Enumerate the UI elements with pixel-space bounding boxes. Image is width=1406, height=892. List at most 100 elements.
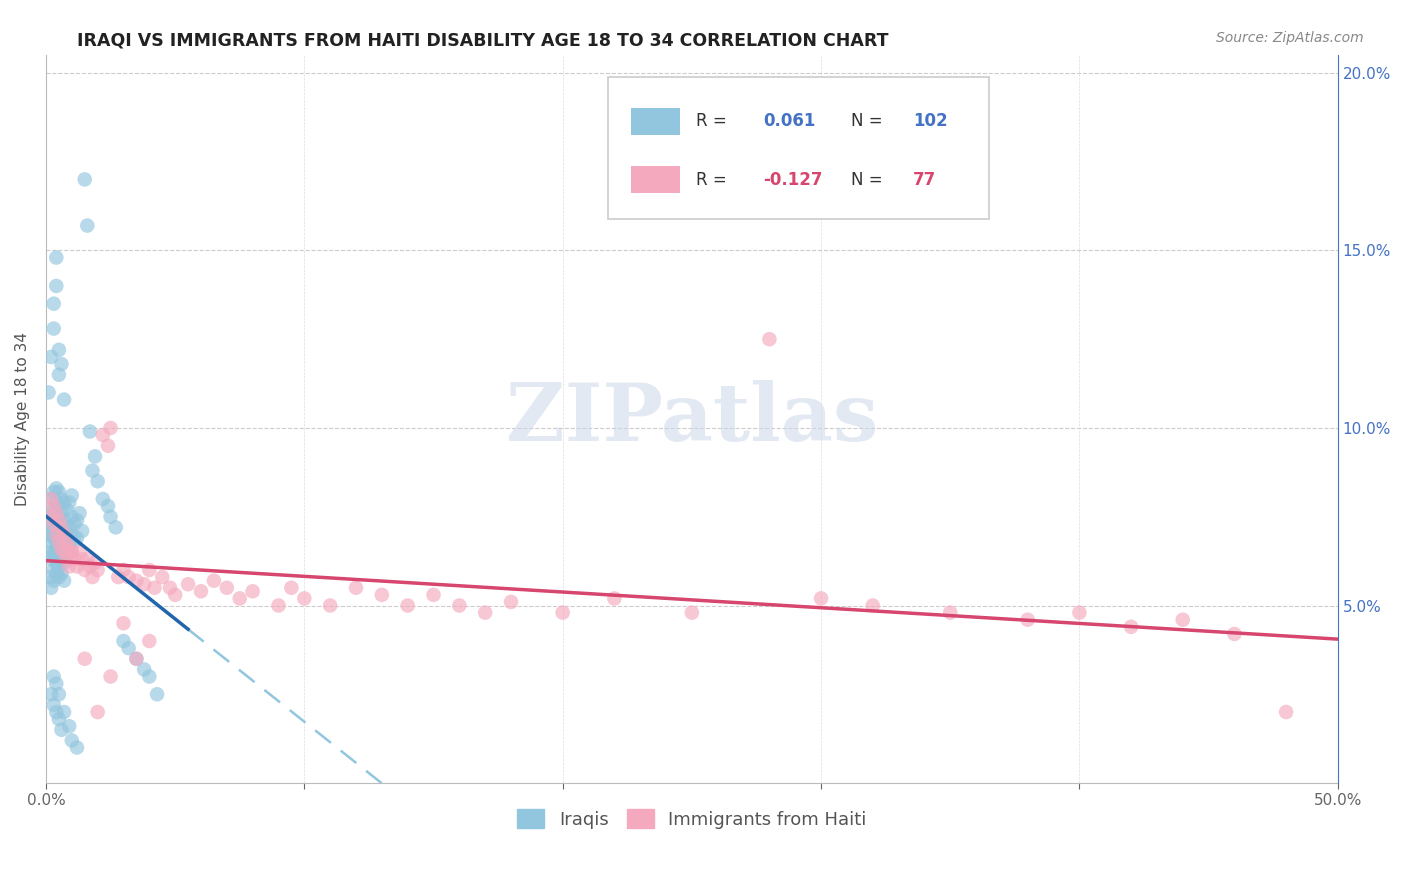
Point	[51, 520, 73, 534]
Point	[45, 534, 67, 549]
Text: R =: R =	[696, 170, 727, 188]
Point	[91, 428, 114, 442]
Point	[53, 705, 76, 719]
Point	[48, 545, 70, 559]
Point	[58, 559, 80, 574]
Point	[55, 534, 77, 549]
FancyBboxPatch shape	[631, 108, 681, 136]
Point	[76, 219, 98, 233]
Point	[396, 599, 419, 613]
Point	[681, 606, 703, 620]
Point	[150, 570, 173, 584]
Point	[45, 251, 67, 265]
Point	[39, 520, 62, 534]
Point	[42, 296, 65, 310]
Point	[60, 545, 83, 559]
Point	[58, 538, 80, 552]
Point	[100, 509, 122, 524]
Point	[73, 172, 96, 186]
Point	[39, 491, 62, 506]
Point	[39, 581, 62, 595]
Point	[53, 541, 76, 556]
Point	[104, 520, 127, 534]
Point	[1223, 627, 1246, 641]
Point	[42, 484, 65, 499]
Point	[39, 570, 62, 584]
Point	[344, 581, 367, 595]
Point	[229, 591, 252, 606]
Point	[45, 556, 67, 570]
Point	[45, 705, 67, 719]
Point	[51, 541, 73, 556]
Point	[53, 392, 76, 407]
Point	[758, 332, 780, 346]
Point	[48, 527, 70, 541]
Point	[202, 574, 225, 588]
Point	[1069, 606, 1091, 620]
Point	[48, 368, 70, 382]
Point	[810, 591, 832, 606]
Point	[42, 524, 65, 538]
Point	[69, 506, 91, 520]
Point	[53, 495, 76, 509]
Point	[1017, 613, 1039, 627]
Point	[84, 556, 107, 570]
Point	[45, 279, 67, 293]
Point	[55, 524, 77, 538]
Point	[60, 488, 83, 502]
Point	[53, 527, 76, 541]
Point	[138, 563, 160, 577]
Point	[42, 506, 65, 520]
Point	[66, 559, 89, 574]
Point	[42, 531, 65, 545]
Point	[79, 559, 101, 574]
Point	[45, 481, 67, 495]
Point	[51, 506, 73, 520]
Text: IRAQI VS IMMIGRANTS FROM HAITI DISABILITY AGE 18 TO 34 CORRELATION CHART: IRAQI VS IMMIGRANTS FROM HAITI DISABILIT…	[77, 31, 889, 49]
Point	[112, 563, 135, 577]
Point	[86, 563, 108, 577]
Point	[39, 552, 62, 566]
Point	[100, 421, 122, 435]
Point	[499, 595, 522, 609]
Point	[117, 641, 139, 656]
Point	[48, 484, 70, 499]
Point	[48, 534, 70, 549]
Point	[134, 662, 156, 676]
Point	[112, 616, 135, 631]
Point	[125, 652, 148, 666]
Point	[53, 513, 76, 527]
Text: Source: ZipAtlas.com: Source: ZipAtlas.com	[1216, 31, 1364, 45]
Text: ZIPatlas: ZIPatlas	[506, 380, 877, 458]
Point	[97, 439, 120, 453]
Point	[42, 574, 65, 588]
Point	[190, 584, 212, 599]
Point	[603, 591, 626, 606]
Point	[53, 527, 76, 541]
Point	[138, 634, 160, 648]
Point	[42, 499, 65, 513]
Text: -0.127: -0.127	[763, 170, 823, 188]
Point	[143, 581, 166, 595]
Point	[159, 581, 181, 595]
Point	[48, 509, 70, 524]
Point	[55, 549, 77, 563]
Point	[55, 502, 77, 516]
Point	[79, 425, 101, 439]
Point	[242, 584, 264, 599]
Point	[1275, 705, 1298, 719]
Y-axis label: Disability Age 18 to 34: Disability Age 18 to 34	[15, 332, 30, 506]
Point	[319, 599, 342, 613]
Point	[280, 581, 302, 595]
Point	[53, 574, 76, 588]
Text: 0.061: 0.061	[763, 112, 815, 130]
Point	[42, 669, 65, 683]
Point	[45, 527, 67, 541]
Point	[474, 606, 496, 620]
Point	[86, 705, 108, 719]
Point	[45, 506, 67, 520]
Point	[55, 552, 77, 566]
Point	[48, 712, 70, 726]
Point	[45, 524, 67, 538]
Point	[60, 733, 83, 747]
